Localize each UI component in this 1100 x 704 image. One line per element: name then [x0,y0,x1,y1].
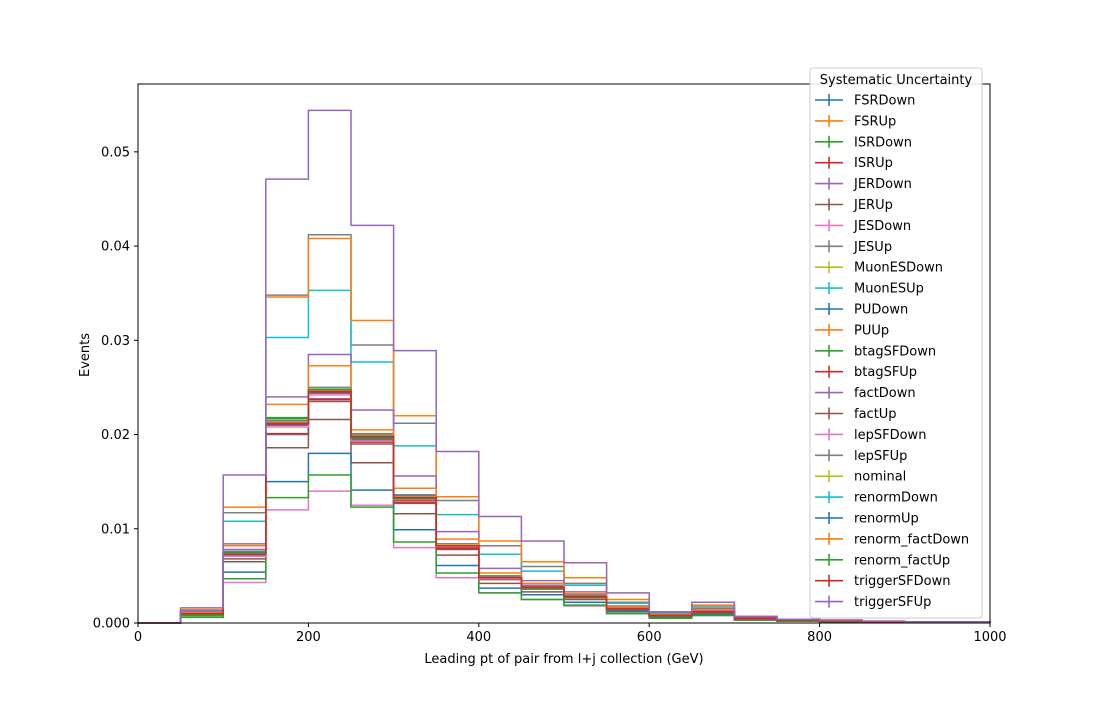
legend-item: JERUp [815,198,893,213]
axes-frame [137,83,991,624]
legend-label: factUp [854,407,897,422]
y-tick-label: 0.02 [101,428,130,443]
legend-label: PUDown [854,303,908,318]
legend-label: factDown [854,386,916,401]
legend-item: PUUp [815,323,889,338]
legend-label: triggerSFDown [854,574,950,589]
legend-label: JESDown [853,219,911,234]
legend-item: renorm_factDown [815,532,969,547]
axes: 0 200 400 600 800 1000 0.000 0.01 0.02 0.03 0.04 0.… [93,83,1007,645]
legend-label: FSRDown [854,94,915,109]
legend-item: MuonESDown [815,261,943,276]
x-tick-label: 800 [807,630,832,645]
y-tick-label: 0.05 [101,145,130,160]
plot-area [138,109,991,624]
legend-item: triggerSFDown [815,574,950,589]
legend-item: FSRUp [815,114,896,129]
legend-label: JERUp [853,198,893,213]
legend-item: ISRDown [815,135,912,150]
y-tick-label: 0.01 [101,522,130,537]
legend-item: renormDown [815,491,938,506]
legend-item: triggerSFUp [815,595,931,610]
legend-item: factUp [815,407,897,422]
legend-item: renormUp [815,512,919,527]
legend-label: renorm_factDown [854,532,969,547]
legend: Systematic Uncertainty FSRDown FSRUp ISRDo… [809,67,983,619]
legend-item: btagSFDown [815,344,936,359]
y-tick-label: 0.000 [93,617,130,632]
legend-item: factDown [815,386,916,401]
legend-label: lepSFDown [854,428,926,443]
legend-item: btagSFUp [815,365,917,380]
legend-label: btagSFUp [854,365,917,380]
y-tick-label: 0.04 [101,240,130,255]
x-tick-label: 200 [296,630,321,645]
legend-label: renorm_factUp [854,553,950,568]
legend-label: MuonESUp [854,282,924,297]
legend-label: JERDown [853,177,912,192]
legend-label: nominal [854,470,906,485]
legend-label: ISRDown [854,135,912,150]
legend-item: JESUp [815,240,892,255]
legend-box [809,67,983,619]
y-tick-label: 0.03 [101,334,130,349]
legend-item: renorm_factUp [815,553,950,568]
legend-label: JESUp [853,240,892,255]
legend-item: nominal [815,470,906,485]
legend-label: btagSFDown [854,344,936,359]
legend-label: renormDown [854,491,938,506]
legend-item: MuonESUp [815,282,924,297]
x-tick-label: 600 [637,630,662,645]
legend-item: lepSFUp [815,449,907,464]
legend-item: lepSFDown [815,428,926,443]
legend-item: PUDown [815,303,908,318]
y-axis-label: Events [78,333,93,377]
legend-item: JESDown [815,219,911,234]
x-tick-label: 0 [134,630,142,645]
legend-item: ISRUp [815,156,893,171]
legend-label: triggerSFUp [854,595,931,610]
legend-item: FSRDown [815,94,915,109]
x-tick-label: 1000 [973,630,1006,645]
legend-label: PUUp [854,323,889,338]
legend-item: JERDown [815,177,912,192]
x-axis-label: Leading pt of pair from l+j collection (… [424,652,703,667]
x-tick-label: 400 [466,630,491,645]
legend-label: lepSFUp [854,449,907,464]
legend-label: MuonESDown [854,261,943,276]
series-line-btagSFDown [138,474,991,624]
legend-label: ISRUp [854,156,893,171]
series-line-triggerSFUp [138,109,991,624]
legend-title: Systematic Uncertainty [820,73,973,88]
legend-label: FSRUp [854,114,896,129]
legend-label: renormUp [854,512,919,527]
